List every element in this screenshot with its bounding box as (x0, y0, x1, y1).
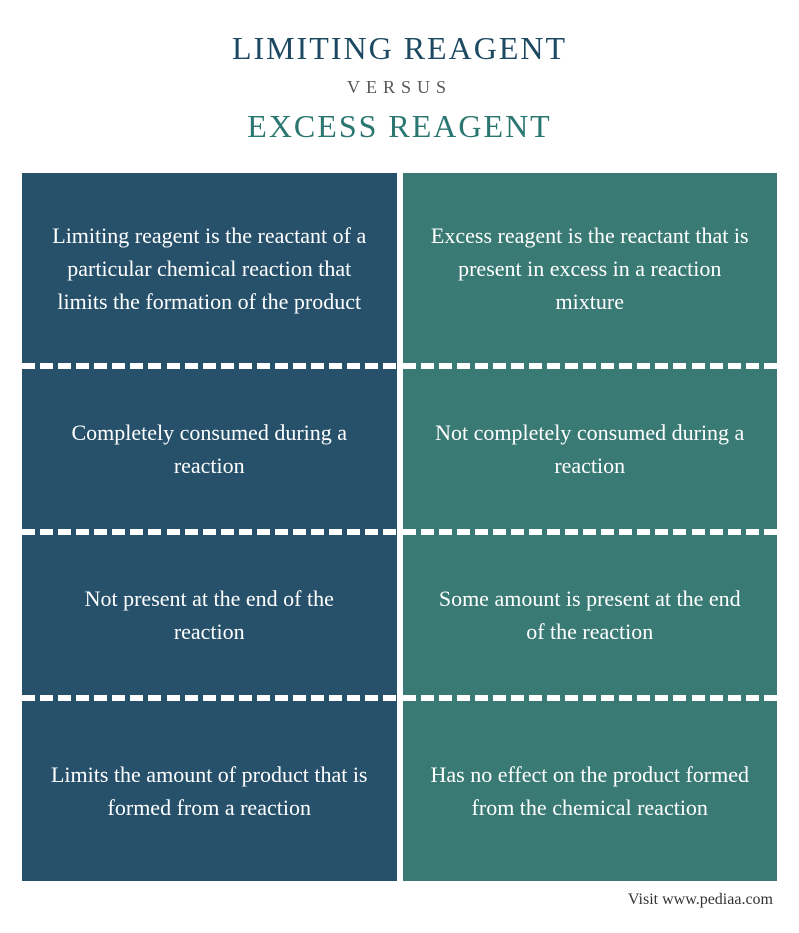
right-cell-text-2: Some amount is present at the end of the… (431, 582, 750, 648)
left-cell-text-0: Limiting reagent is the reactant of a pa… (50, 219, 369, 318)
right-cell-1: Not completely consumed during a reactio… (403, 369, 778, 529)
right-cell-text-3: Has no effect on the product formed from… (431, 758, 750, 824)
right-column: Excess reagent is the reactant that is p… (403, 173, 778, 881)
left-column: Limiting reagent is the reactant of a pa… (22, 173, 397, 881)
left-cell-0: Limiting reagent is the reactant of a pa… (22, 173, 397, 363)
left-cell-text-2: Not present at the end of the reaction (50, 582, 369, 648)
left-cell-2: Not present at the end of the reaction (22, 535, 397, 695)
versus-label: VERSUS (22, 77, 777, 98)
left-cell-text-1: Completely consumed during a reaction (50, 416, 369, 482)
right-cell-text-0: Excess reagent is the reactant that is p… (431, 219, 750, 318)
header: LIMITING REAGENT VERSUS EXCESS REAGENT (22, 30, 777, 145)
left-cell-text-3: Limits the amount of product that is for… (50, 758, 369, 824)
comparison-grid: Limiting reagent is the reactant of a pa… (22, 173, 777, 881)
right-cell-0: Excess reagent is the reactant that is p… (403, 173, 778, 363)
title-top: LIMITING REAGENT (22, 30, 777, 67)
right-cell-3: Has no effect on the product formed from… (403, 701, 778, 881)
right-cell-text-1: Not completely consumed during a reactio… (431, 416, 750, 482)
left-cell-1: Completely consumed during a reaction (22, 369, 397, 529)
right-cell-2: Some amount is present at the end of the… (403, 535, 778, 695)
left-cell-3: Limits the amount of product that is for… (22, 701, 397, 881)
footer-credit: Visit www.pediaa.com (22, 881, 777, 927)
title-bottom: EXCESS REAGENT (22, 108, 777, 145)
